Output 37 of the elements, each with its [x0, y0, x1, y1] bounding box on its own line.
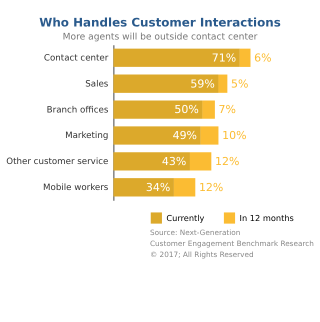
data-label: 10%	[222, 129, 247, 142]
y-tick-label: Marketing	[65, 131, 108, 142]
text: Customer Engagement Benchmark Research	[150, 238, 314, 248]
data-label: 12%	[198, 180, 224, 194]
data-label: 50%	[174, 103, 199, 116]
chart-title: Who Handles Customer Interactions	[39, 16, 281, 30]
data-label: 71%	[212, 51, 236, 64]
source-note: Source: Next-Generation	[150, 228, 240, 237]
bar	[113, 126, 201, 145]
bar	[218, 74, 228, 93]
data-label: 34%	[146, 180, 170, 194]
bar	[113, 152, 190, 171]
data-label: 6%	[254, 51, 272, 64]
chart-subtitle: More agents will be outside contact center	[62, 32, 258, 42]
bar	[113, 178, 174, 196]
data-label: 59%	[190, 77, 215, 90]
bar	[174, 178, 196, 196]
bar	[113, 74, 218, 93]
bar	[113, 100, 202, 119]
data-label: 5%	[231, 77, 248, 90]
y-tick-label: Sales	[85, 79, 109, 90]
legend-label: In 12 months	[240, 212, 294, 223]
legend-label: Currently	[166, 212, 205, 223]
y-tick-label: Contact center	[44, 54, 109, 64]
data-label: 43%	[162, 155, 186, 168]
data-label: 12%	[214, 155, 240, 168]
y-tick-label: Branch offices	[46, 105, 109, 116]
data-label: 49%	[172, 129, 197, 142]
y-tick-label: Other customer service	[6, 157, 108, 168]
bar	[240, 48, 251, 67]
text: © 2017; All Rights Reserved	[150, 250, 254, 259]
bar	[190, 152, 212, 171]
bar	[200, 126, 218, 145]
bar	[113, 48, 240, 67]
data-label: 7%	[218, 103, 236, 116]
y-tick-label: Mobile workers	[43, 183, 109, 194]
bar	[202, 100, 215, 119]
